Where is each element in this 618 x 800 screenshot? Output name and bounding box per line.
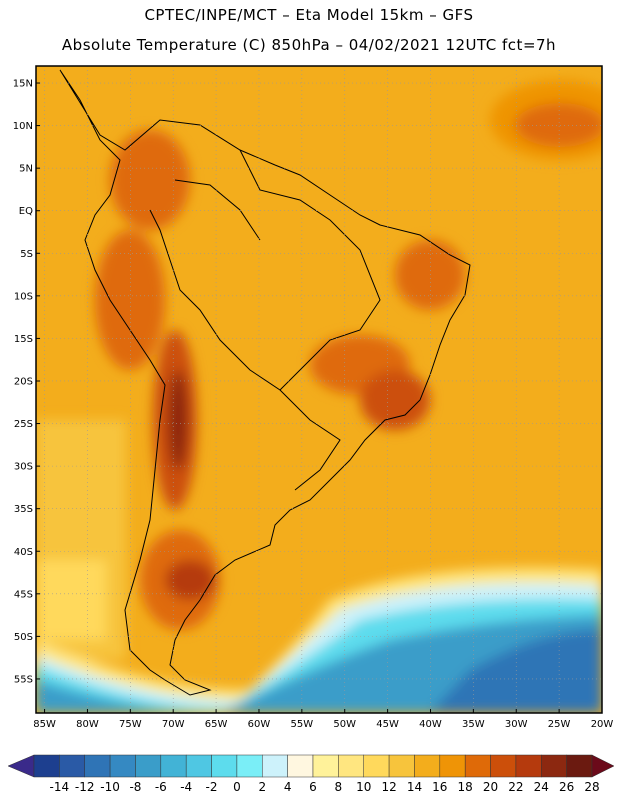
coastline [59, 69, 471, 696]
lon-label: 40W [419, 719, 442, 730]
lon-label: 20W [591, 719, 614, 730]
colorbar-high-arrow [591, 754, 615, 778]
lon-label: 65W [205, 719, 228, 730]
colorbar-swatch [388, 754, 415, 778]
colorbar-swatch [84, 754, 111, 778]
colorbar-swatch [236, 754, 263, 778]
map-frame [35, 65, 603, 714]
lat-label: 45S [14, 589, 33, 600]
colorbar-swatch [312, 754, 339, 778]
colorbar-swatch [515, 754, 542, 778]
lat-label: 5S [20, 249, 33, 260]
lat-label: 15S [14, 334, 33, 345]
latitude-labels: 15N 10N 5N EQ 5S 10S 15S 20S 25S 30S 35S 40S 45S 50S 5… [13, 79, 40, 685]
temperature-field [36, 66, 602, 713]
title-line-1: CPTEC/INPE/MCT – Eta Model 15km – GFS [144, 6, 474, 24]
lat-label: 10S [14, 291, 33, 302]
colorbar-swatch [211, 754, 238, 778]
colorbar-label: 2 [258, 780, 266, 794]
lat-label: 55S [14, 674, 33, 685]
colorbar [7, 754, 615, 778]
lon-label: 35W [462, 719, 485, 730]
colorbar-label: -2 [206, 780, 218, 794]
colorbar-label: 12 [381, 780, 396, 794]
lon-label: 60W [248, 719, 271, 730]
colorbar-label: -8 [129, 780, 141, 794]
lat-label: 50S [14, 632, 33, 643]
colorbar-swatch [33, 754, 60, 778]
colorbar-labels: -14 -12 -10 -8 -6 -4 -2 0 2 4 6 8 10 12 14 16 18 20 22 24 26… [50, 780, 600, 794]
colorbar-label: -6 [155, 780, 167, 794]
lat-label: 35S [14, 504, 33, 515]
colorbar-swatch [160, 754, 187, 778]
title-line-2: Absolute Temperature (C) 850hPa – 04/02/… [61, 36, 557, 54]
colorbar-label: 20 [483, 780, 498, 794]
colorbar-label: 22 [508, 780, 523, 794]
colorbar-swatch [135, 754, 162, 778]
colorbar-label: 26 [559, 780, 574, 794]
lon-label: 55W [291, 719, 314, 730]
colorbar-label: -4 [180, 780, 192, 794]
colorbar-label: 8 [335, 780, 343, 794]
colorbar-swatch [109, 754, 136, 778]
colorbar-swatch [439, 754, 466, 778]
colorbar-swatch [262, 754, 288, 778]
colorbar-swatch [185, 754, 212, 778]
colorbar-label: -10 [100, 780, 120, 794]
colorbar-label: 24 [534, 780, 549, 794]
lon-label: 50W [333, 719, 356, 730]
lat-label: 40S [14, 547, 33, 558]
colorbar-swatch [414, 754, 441, 778]
lat-label: 25S [14, 419, 33, 430]
colorbar-label: 28 [584, 780, 599, 794]
lon-label: 45W [376, 719, 399, 730]
colorbar-swatch [464, 754, 491, 778]
lat-label: 15N [13, 79, 33, 90]
colorbar-label: 16 [432, 780, 447, 794]
lon-label: 30W [505, 719, 528, 730]
lon-label: 75W [119, 719, 142, 730]
lat-label: 10N [13, 121, 33, 132]
colorbar-label: 14 [407, 780, 422, 794]
colorbar-low-arrow [7, 754, 35, 778]
colorbar-label: 4 [284, 780, 292, 794]
longitude-labels: 85W 80W 75W 70W 65W 60W 55W 50W 45W 40W 35W 30W 25W 2… [33, 709, 613, 730]
colorbar-label: -12 [75, 780, 95, 794]
lon-label: 25W [548, 719, 571, 730]
lat-label: 5N [19, 164, 33, 175]
colorbar-label: 10 [356, 780, 371, 794]
colorbar-label: 0 [233, 780, 241, 794]
lat-label: EQ [19, 206, 33, 217]
lon-label: 80W [76, 719, 99, 730]
colorbar-swatch [490, 754, 517, 778]
lon-label: 70W [162, 719, 185, 730]
lat-label: 20S [14, 376, 33, 387]
colorbar-label: 6 [309, 780, 317, 794]
lon-label: 85W [33, 719, 56, 730]
colorbar-label: -14 [50, 780, 70, 794]
colorbar-label: 18 [458, 780, 473, 794]
colorbar-swatch [363, 754, 390, 778]
colorbar-swatch [59, 754, 85, 778]
colorbar-swatch [287, 754, 314, 778]
colorbar-swatch [541, 754, 567, 778]
lat-label: 30S [14, 462, 33, 473]
colorbar-swatch [566, 754, 593, 778]
colorbar-swatch [338, 754, 364, 778]
